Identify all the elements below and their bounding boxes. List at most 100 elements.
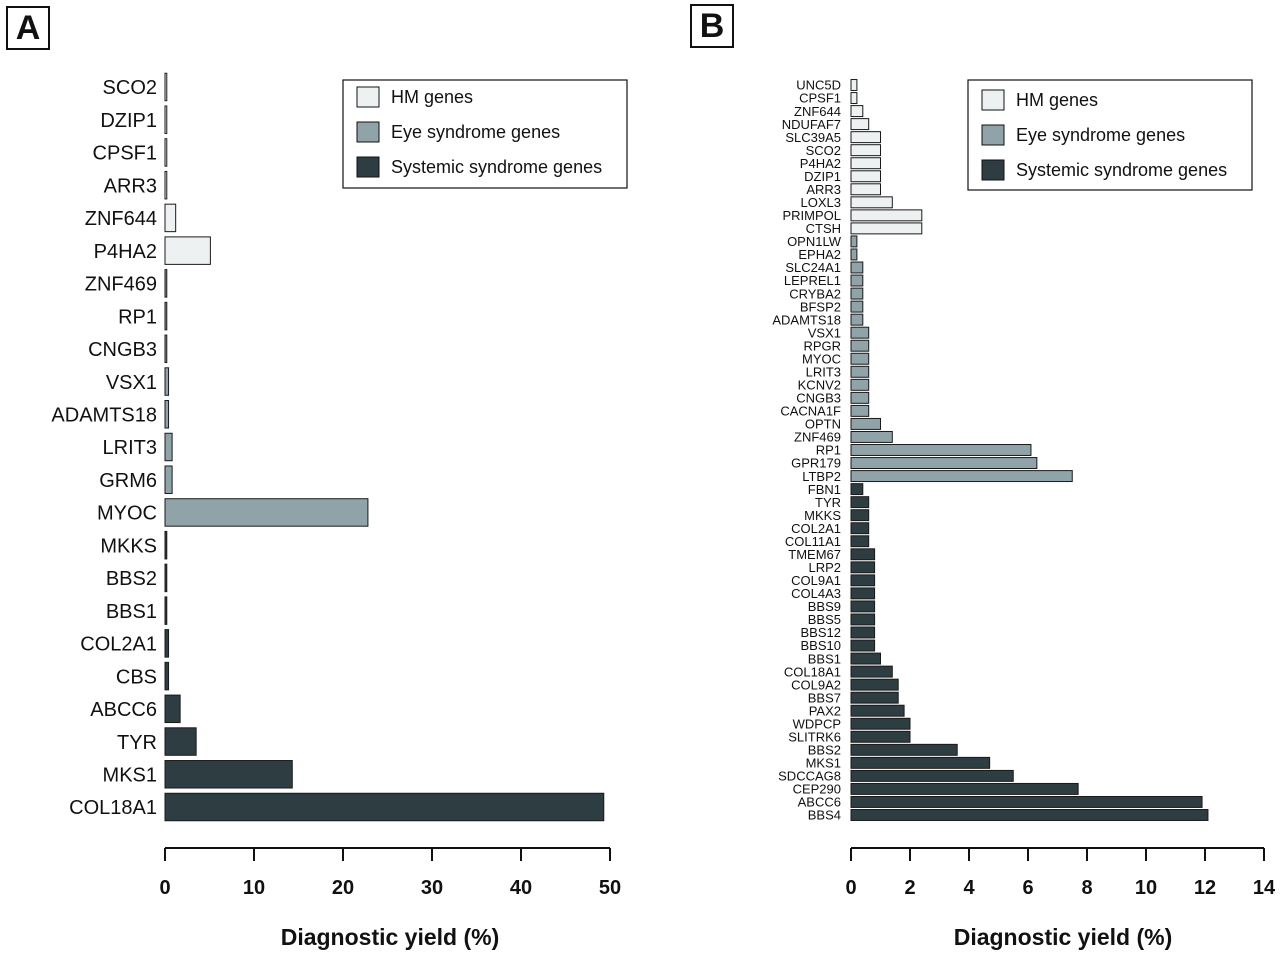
panel-b-label: B — [690, 4, 734, 48]
panel-b-bar — [850, 144, 881, 157]
panel-a-x-tick-label: 10 — [243, 877, 265, 899]
panel-b-legend-box — [967, 79, 1253, 191]
panel-a-x-tick-label: 50 — [599, 877, 621, 899]
panel-b-bar — [850, 587, 876, 600]
panel-a-bar — [164, 530, 168, 560]
panel-a-category-label: ARR3 — [104, 175, 157, 197]
panel-b-bar — [850, 496, 870, 509]
panel-b-bar — [850, 157, 881, 170]
panel-a-bar — [164, 760, 293, 789]
panel-a-category-label: COL18A1 — [69, 797, 157, 819]
panel-b-category-label: ARR3 — [806, 182, 841, 197]
panel-a-bar — [164, 563, 168, 593]
panel-b-legend-entry: HM genes — [1016, 90, 1098, 110]
panel-a-bar — [164, 269, 168, 298]
panel-a-x-tick-label: 0 — [159, 877, 170, 899]
panel-a-category-label: COL2A1 — [80, 634, 157, 656]
panel-b-bar — [850, 652, 881, 665]
panel-a-bar — [164, 661, 170, 691]
panel-b-bar — [850, 626, 876, 639]
panel-b-category-label: BFSP2 — [800, 299, 841, 314]
panel-a-bar — [164, 465, 173, 494]
panel-b-bar — [850, 274, 864, 287]
panel-b-bar — [850, 509, 870, 522]
panel-a-category-label: BBS2 — [106, 568, 157, 590]
panel-a-bar — [164, 301, 168, 331]
panel-b-category-label: COL9A2 — [791, 677, 841, 692]
panel-b-legend-swatch — [981, 159, 1005, 181]
panel-b-bar — [850, 717, 911, 730]
panel-b-bar — [850, 561, 876, 574]
panel-a-category-label: ZNF644 — [85, 208, 157, 230]
panel-b-category-label: MKKS — [804, 508, 841, 523]
panel-b-category-label: SLC39A5 — [785, 130, 841, 145]
panel-b-category-label: ABCC6 — [798, 795, 841, 810]
panel-a-category-label: CPSF1 — [93, 143, 157, 165]
panel-b-bar — [850, 743, 958, 756]
panel-a-bar — [164, 367, 170, 396]
panel-b-category-label: SCO2 — [806, 143, 841, 158]
panel-a-bar — [164, 629, 170, 658]
panel-b-bar — [850, 378, 870, 391]
panel-b-category-label: BBS10 — [801, 638, 841, 653]
panel-a-x-tick-label: 40 — [510, 877, 532, 899]
panel-b-bar — [850, 678, 899, 691]
panel-b-category-label: WDPCP — [793, 716, 841, 731]
panel-b-x-tick-label: 4 — [963, 877, 975, 899]
panel-a-bar — [164, 105, 168, 134]
panel-b-bar — [850, 782, 1079, 795]
panel-b-category-label: BBS9 — [808, 599, 841, 614]
panel-b-bar — [850, 417, 881, 430]
panel-b-category-label: VSX1 — [808, 325, 841, 340]
panel-b-bar — [850, 665, 893, 678]
panel-b-category-label: SLC24A1 — [785, 260, 841, 275]
panel-b-category-label: KCNV2 — [798, 378, 841, 393]
panel-b-category-label: PAX2 — [809, 703, 841, 718]
panel-b-bar — [850, 183, 881, 196]
panel-b-bar — [850, 730, 911, 743]
panel-b-category-label: BBS5 — [808, 612, 841, 627]
panel-b-bar — [850, 483, 864, 496]
panel-a-category-label: GRM6 — [99, 470, 157, 492]
panel-a-category-label: ADAMTS18 — [51, 404, 157, 426]
panel-b-category-label: EPHA2 — [798, 247, 841, 262]
panel-a-category-label: ZNF469 — [85, 274, 157, 296]
panel-b-bar — [850, 313, 864, 326]
panel-b-category-label: TMEM67 — [788, 547, 841, 562]
panel-b-x-tick-label: 2 — [904, 877, 915, 899]
panel-b-bar — [850, 613, 876, 626]
panel-a-x-tick-label: 30 — [421, 877, 443, 899]
panel-b-legend-swatch — [981, 124, 1005, 146]
panel-b-bar — [850, 769, 1014, 782]
panel-b-category-label: ZNF644 — [794, 104, 841, 119]
panel-a-label: A — [6, 6, 50, 50]
panel-a-category-label: RP1 — [118, 306, 157, 328]
panel-a-bar — [164, 400, 170, 429]
panel-b-bar — [850, 170, 881, 183]
panel-b-category-label: CACNA1F — [780, 404, 841, 419]
panel-a-bar — [164, 72, 168, 102]
panel-b-bar — [850, 118, 870, 131]
panel-a-category-label: CNGB3 — [88, 339, 157, 361]
panel-a-bar — [164, 792, 605, 822]
panel-b-bar — [850, 248, 858, 261]
panel-b-legend-swatch — [981, 89, 1005, 111]
panel-a-bar — [164, 432, 173, 462]
panel-b-category-label: LRIT3 — [806, 364, 841, 379]
panel-a-category-label: DZIP1 — [100, 110, 157, 132]
panel-b-category-label: BBS7 — [808, 690, 841, 705]
panel-b-x-tick-label: 10 — [1135, 877, 1157, 899]
panel-b-bar — [850, 639, 876, 652]
panel-b-x-tick-label: 12 — [1194, 877, 1216, 899]
panel-a-category-label: CBS — [116, 666, 157, 688]
panel-b-bar — [850, 522, 870, 535]
panel-b-legend-entry: Eye syndrome genes — [1016, 125, 1185, 145]
panel-b-legend-entry: Systemic syndrome genes — [1016, 160, 1227, 180]
panel-a-bar — [164, 203, 177, 233]
panel-b-category-label: BBS12 — [801, 625, 841, 640]
panel-b-bar — [850, 287, 864, 300]
panel-a-category-label: VSX1 — [106, 372, 157, 394]
panel-b-bar — [850, 756, 991, 769]
panel-b-category-label: CEP290 — [793, 782, 841, 797]
panel-b-bar — [850, 209, 923, 222]
